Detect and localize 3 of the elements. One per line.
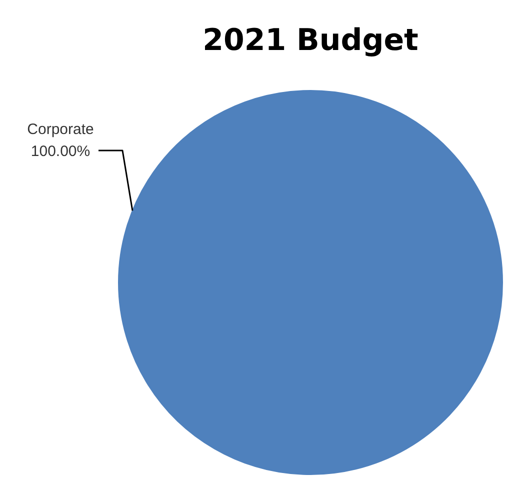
- chart-title: 2021 Budget: [202, 23, 418, 58]
- slice-label: Corporate: [27, 120, 94, 138]
- data-label: 100.00%: [30, 143, 90, 160]
